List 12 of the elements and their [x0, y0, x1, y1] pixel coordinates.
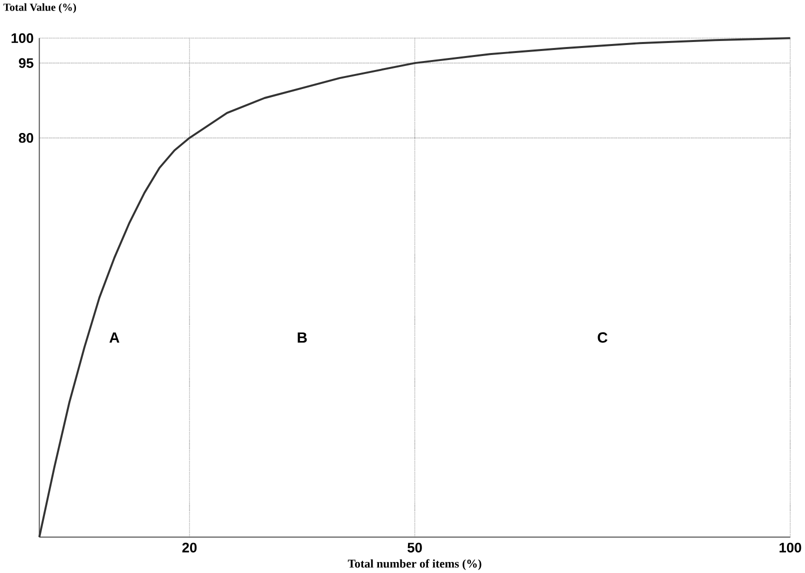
- y-tick-label: 95: [18, 58, 34, 68]
- x-axis-title: Total number of items (%): [348, 559, 482, 570]
- x-tick-label: 20: [182, 542, 197, 552]
- annotation: C: [598, 332, 608, 343]
- x-tick-label: 100: [780, 542, 802, 552]
- line-series: [38, 36, 792, 538]
- x-tick-label: 50: [408, 542, 422, 552]
- annotation: B: [298, 332, 307, 342]
- y-axis-title: Total Value (%): [3, 3, 76, 13]
- annotation: A: [109, 332, 120, 342]
- y-tick-label: 80: [18, 132, 34, 143]
- y-tick-label: 100: [12, 33, 34, 43]
